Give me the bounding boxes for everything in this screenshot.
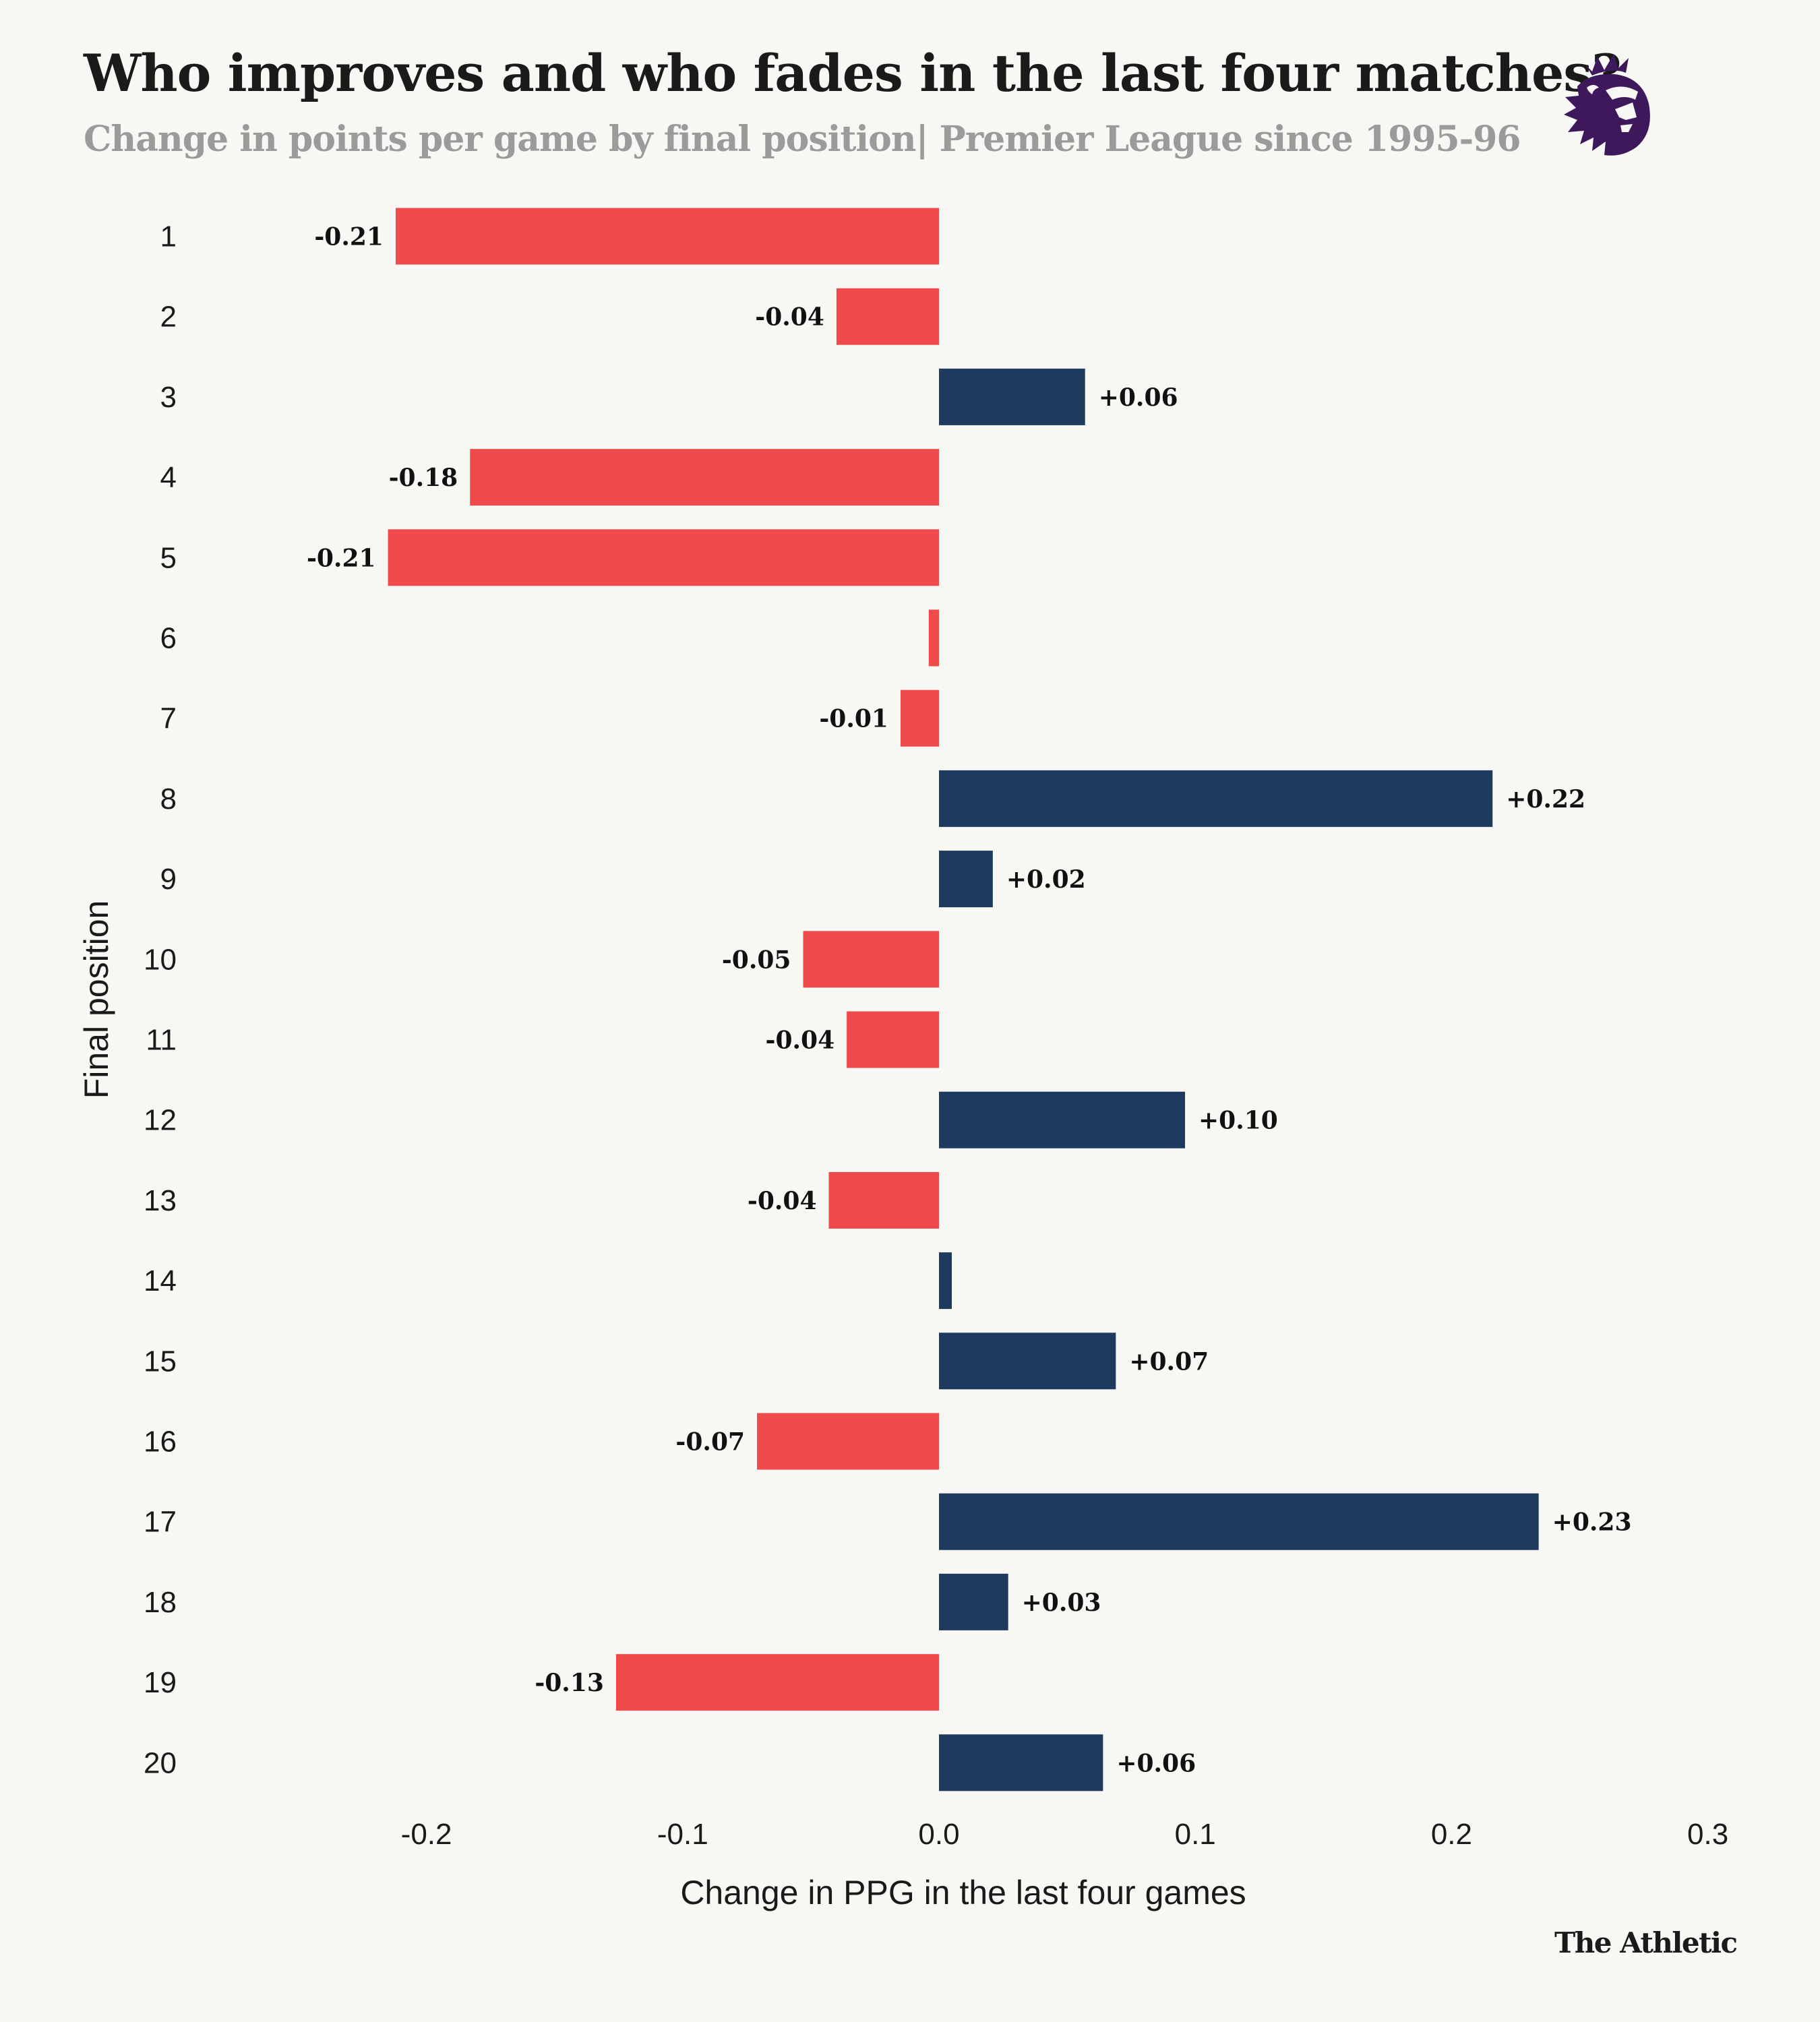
y-tick-label: 19 <box>144 1666 177 1699</box>
bar-position-10 <box>803 931 939 988</box>
bar-position-3 <box>939 368 1085 425</box>
bar-position-9 <box>939 851 993 908</box>
bar-data-label: -0.05 <box>722 946 791 974</box>
y-tick-label: 4 <box>160 461 177 494</box>
y-tick-label: 12 <box>144 1104 177 1137</box>
bar-position-13 <box>828 1171 939 1229</box>
y-tick-label: 8 <box>160 783 177 816</box>
bar-data-label: +0.06 <box>1116 1749 1196 1777</box>
y-tick-label: 1 <box>160 220 177 253</box>
bar-position-7 <box>900 690 939 747</box>
y-tick-label: 10 <box>144 943 177 976</box>
y-tick-label: 6 <box>160 622 177 655</box>
chart-title: Who improves and who fades in the last f… <box>84 43 1622 103</box>
bar-position-19 <box>615 1654 939 1711</box>
bar-data-label: +0.03 <box>1022 1589 1101 1617</box>
bar-data-label: +0.06 <box>1099 384 1178 412</box>
y-tick-label: 17 <box>144 1506 177 1539</box>
y-tick-label: 5 <box>160 541 177 574</box>
bar-position-6 <box>928 609 939 667</box>
x-tick-label: 0.2 <box>1431 1818 1472 1851</box>
bar-position-14 <box>939 1252 952 1310</box>
bar-position-20 <box>939 1734 1103 1791</box>
x-tick-label: 0.0 <box>918 1818 959 1851</box>
x-tick-label: 0.3 <box>1687 1818 1728 1851</box>
bar-position-15 <box>939 1332 1116 1390</box>
y-tick-label: 16 <box>144 1426 177 1459</box>
bar-data-label: +0.22 <box>1506 785 1585 814</box>
bar-position-1 <box>395 208 939 265</box>
x-tick-label: -0.1 <box>657 1818 708 1851</box>
bar-position-12 <box>939 1091 1185 1148</box>
bar-position-18 <box>939 1573 1008 1630</box>
premier-league-lion-icon <box>1564 54 1650 156</box>
bar-position-8 <box>939 770 1493 827</box>
bar-data-label: -0.04 <box>766 1027 835 1055</box>
y-tick-label: 14 <box>144 1264 177 1297</box>
bar-data-label: -0.04 <box>755 303 824 332</box>
y-tick-label: 18 <box>144 1586 177 1619</box>
bar-data-label: +0.23 <box>1552 1508 1632 1537</box>
bar-data-label: -0.21 <box>307 544 376 572</box>
bar-data-label: -0.04 <box>748 1187 817 1215</box>
bar-data-label: -0.13 <box>535 1669 604 1697</box>
y-tick-label: 13 <box>144 1184 177 1217</box>
y-tick-label: 20 <box>144 1746 177 1779</box>
y-tick-label: 9 <box>160 863 177 896</box>
bar-position-2 <box>836 288 939 345</box>
bar-data-label: +0.10 <box>1199 1107 1278 1135</box>
x-tick-label: -0.2 <box>401 1818 452 1851</box>
bar-data-label: +0.07 <box>1129 1347 1209 1376</box>
y-tick-label: 3 <box>160 381 177 414</box>
bar-data-label: -0.21 <box>314 223 384 251</box>
x-axis-label: Change in PPG in the last four games <box>680 1874 1246 1911</box>
bar-data-label: -0.07 <box>675 1428 745 1457</box>
bar-data-label: +0.02 <box>1006 865 1086 894</box>
bar-position-16 <box>757 1413 939 1470</box>
x-tick-label: 0.1 <box>1175 1818 1216 1851</box>
y-tick-label: 2 <box>160 301 177 334</box>
bar-position-4 <box>470 449 939 506</box>
bar-data-label: -0.18 <box>389 464 458 492</box>
y-tick-label: 15 <box>144 1345 177 1378</box>
bar-position-11 <box>847 1011 939 1068</box>
chart-subtitle: Change in points per game by final posit… <box>84 119 1521 160</box>
y-axis-label: Final position <box>78 900 115 1099</box>
bar-position-5 <box>388 529 939 586</box>
y-tick-label: 7 <box>160 702 177 735</box>
bar-data-label: -0.01 <box>819 705 888 733</box>
the-athletic-logo: The Athletic <box>1554 1926 1738 1959</box>
y-tick-label: 11 <box>146 1024 177 1057</box>
bar-position-17 <box>939 1493 1539 1550</box>
